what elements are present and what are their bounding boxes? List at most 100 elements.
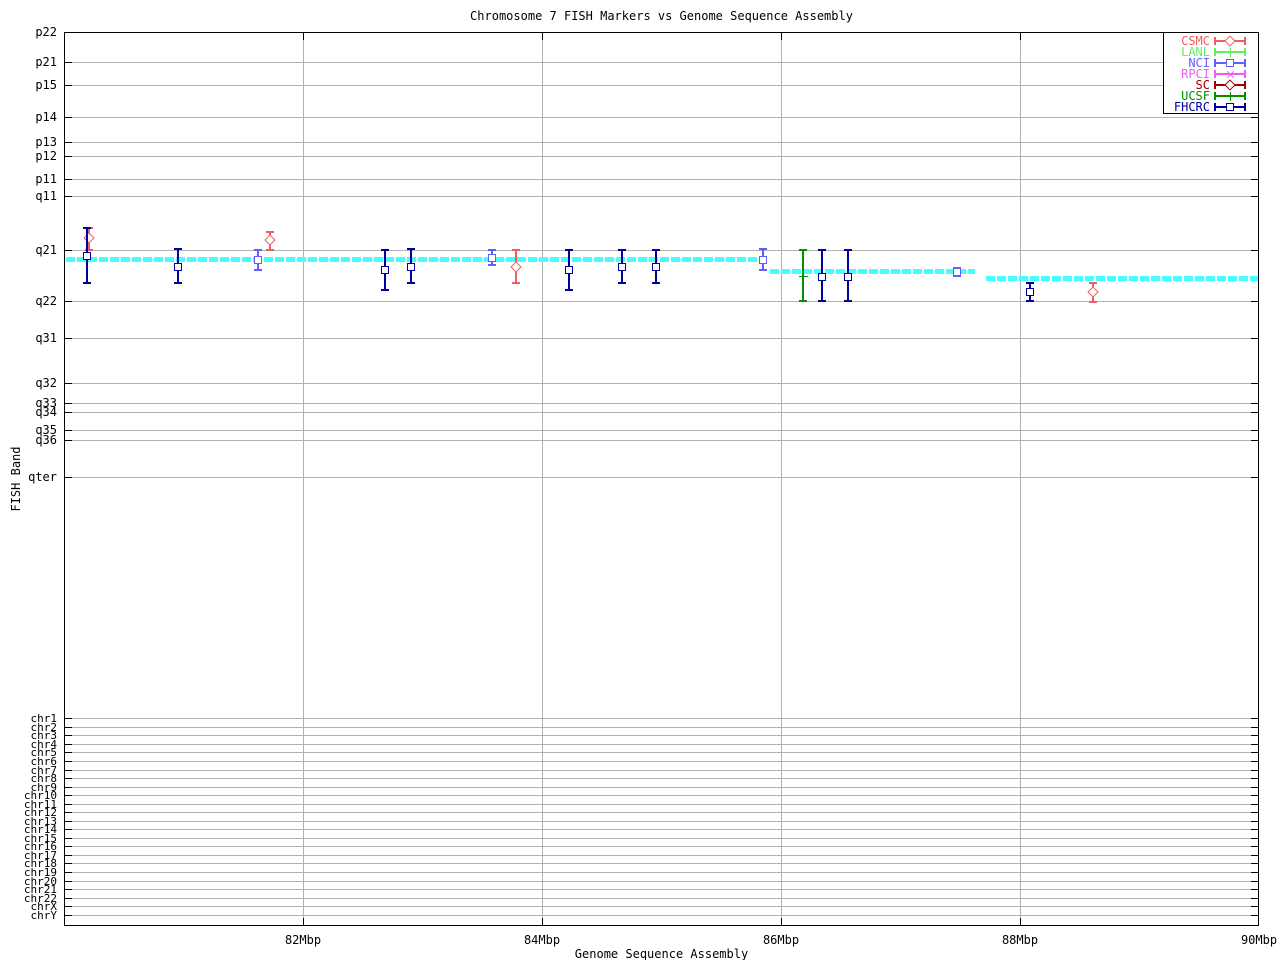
y-tick-left xyxy=(64,179,72,180)
x-gridline xyxy=(781,32,782,926)
y-tick-label: q33 xyxy=(35,396,57,410)
error-bar-cap xyxy=(381,289,389,291)
y-tick-right xyxy=(1251,440,1259,441)
y-gridline xyxy=(64,383,1259,384)
error-bar-cap xyxy=(174,282,182,284)
y-tick-right xyxy=(1251,301,1259,302)
chromosome-tick-label: chr7 xyxy=(30,764,58,777)
chromosome-tick-label: chr13 xyxy=(23,815,57,828)
data-point-marker-square xyxy=(407,263,415,271)
y-tick-label: q34 xyxy=(35,405,57,419)
chromosome-gridline xyxy=(64,838,1259,839)
chromosome-gridline xyxy=(64,744,1259,745)
y-gridline xyxy=(64,85,1259,86)
data-point-marker-square xyxy=(488,254,496,262)
y-tick-left xyxy=(64,412,72,413)
y-gridline xyxy=(64,412,1259,413)
y-tick-right xyxy=(1251,804,1259,805)
y-tick-right xyxy=(1251,735,1259,736)
y-tick-label: p11 xyxy=(35,172,57,186)
x-tick-top xyxy=(303,32,304,40)
x-tick-top xyxy=(1020,32,1021,40)
data-point-marker-square xyxy=(1226,59,1234,67)
y-tick-label: p21 xyxy=(35,55,57,69)
y-tick-right xyxy=(1251,872,1259,873)
y-tick-left xyxy=(64,915,72,916)
chromosome-tick-label: chr18 xyxy=(23,857,57,870)
y-tick-left xyxy=(64,787,72,788)
y-gridline xyxy=(64,250,1259,251)
y-tick-left xyxy=(64,752,72,753)
y-tick-label: q32 xyxy=(35,376,57,390)
y-tick-right xyxy=(1251,117,1259,118)
y-tick-right xyxy=(1251,829,1259,830)
data-point-marker-square xyxy=(174,263,182,271)
y-tick-right xyxy=(1251,846,1259,847)
chromosome-gridline xyxy=(64,846,1259,847)
y-tick-left xyxy=(64,338,72,339)
chromosome-gridline xyxy=(64,863,1259,864)
x-tick-label: 86Mbp xyxy=(762,933,800,947)
y-tick-label: p15 xyxy=(35,78,57,92)
legend-sample-cap xyxy=(1244,70,1246,78)
error-bar-cap xyxy=(85,249,93,251)
y-tick-label: q21 xyxy=(35,243,57,257)
data-point-marker-square xyxy=(818,273,826,281)
chromosome-gridline xyxy=(64,752,1259,753)
x-tick-top xyxy=(542,32,543,40)
chromosome-gridline xyxy=(64,735,1259,736)
data-point-marker-square xyxy=(565,266,573,274)
x-tick-bottom xyxy=(303,918,304,926)
y-tick-left xyxy=(64,838,72,839)
error-bar-cap xyxy=(818,249,826,251)
chromosome-tick-label: chr4 xyxy=(30,738,58,751)
y-tick-left xyxy=(64,889,72,890)
y-tick-right xyxy=(1251,761,1259,762)
chromosome-gridline xyxy=(64,915,1259,916)
chromosome-tick-label: chr5 xyxy=(30,746,58,759)
chromosome-tick-label: chrX xyxy=(30,900,58,913)
y-tick-right xyxy=(1251,403,1259,404)
legend-sample-cap xyxy=(1244,59,1246,67)
y-tick-left xyxy=(64,855,72,856)
x-tick-bottom xyxy=(1020,918,1021,926)
error-bar-cap xyxy=(407,282,415,284)
error-bar-cap xyxy=(1026,282,1034,284)
legend-sample-cap xyxy=(1214,81,1216,89)
error-bar-cap xyxy=(799,249,807,251)
legend-label-sc: SC xyxy=(1195,78,1210,92)
y-tick-label: q11 xyxy=(35,189,57,203)
y-tick-right xyxy=(1251,142,1259,143)
data-point-marker-square xyxy=(1226,103,1234,111)
y-gridline xyxy=(64,338,1259,339)
legend-label-ucsf: UCSF xyxy=(1181,89,1210,103)
error-bar-cap xyxy=(266,231,274,233)
y-tick-left xyxy=(64,906,72,907)
y-tick-left xyxy=(64,727,72,728)
y-gridline xyxy=(64,301,1259,302)
chromosome-tick-label: chr20 xyxy=(23,875,57,888)
data-point-marker-plus xyxy=(803,272,804,281)
error-bar-cap xyxy=(844,249,852,251)
y-tick-left xyxy=(64,142,72,143)
y-gridline xyxy=(64,156,1259,157)
y-tick-left xyxy=(64,770,72,771)
chromosome-gridline xyxy=(64,770,1259,771)
y-tick-right xyxy=(1251,752,1259,753)
legend-sample-cap xyxy=(1244,37,1246,45)
chromosome-gridline xyxy=(64,855,1259,856)
y-tick-right xyxy=(1251,863,1259,864)
x-gridline xyxy=(1020,32,1021,926)
y-tick-left xyxy=(64,735,72,736)
chromosome-tick-label: chr9 xyxy=(30,781,58,794)
chromosome-tick-label: chr8 xyxy=(30,772,58,785)
legend-sample-cap xyxy=(1244,81,1246,89)
error-bar-cap xyxy=(759,269,767,271)
chromosome-tick-label: chr14 xyxy=(23,823,57,836)
chromosome-tick-label: chr16 xyxy=(23,840,57,853)
x-tick-bottom xyxy=(542,918,543,926)
y-tick-right xyxy=(1251,906,1259,907)
x-gridline xyxy=(542,32,543,926)
chromosome-tick-label: chr12 xyxy=(23,806,57,819)
